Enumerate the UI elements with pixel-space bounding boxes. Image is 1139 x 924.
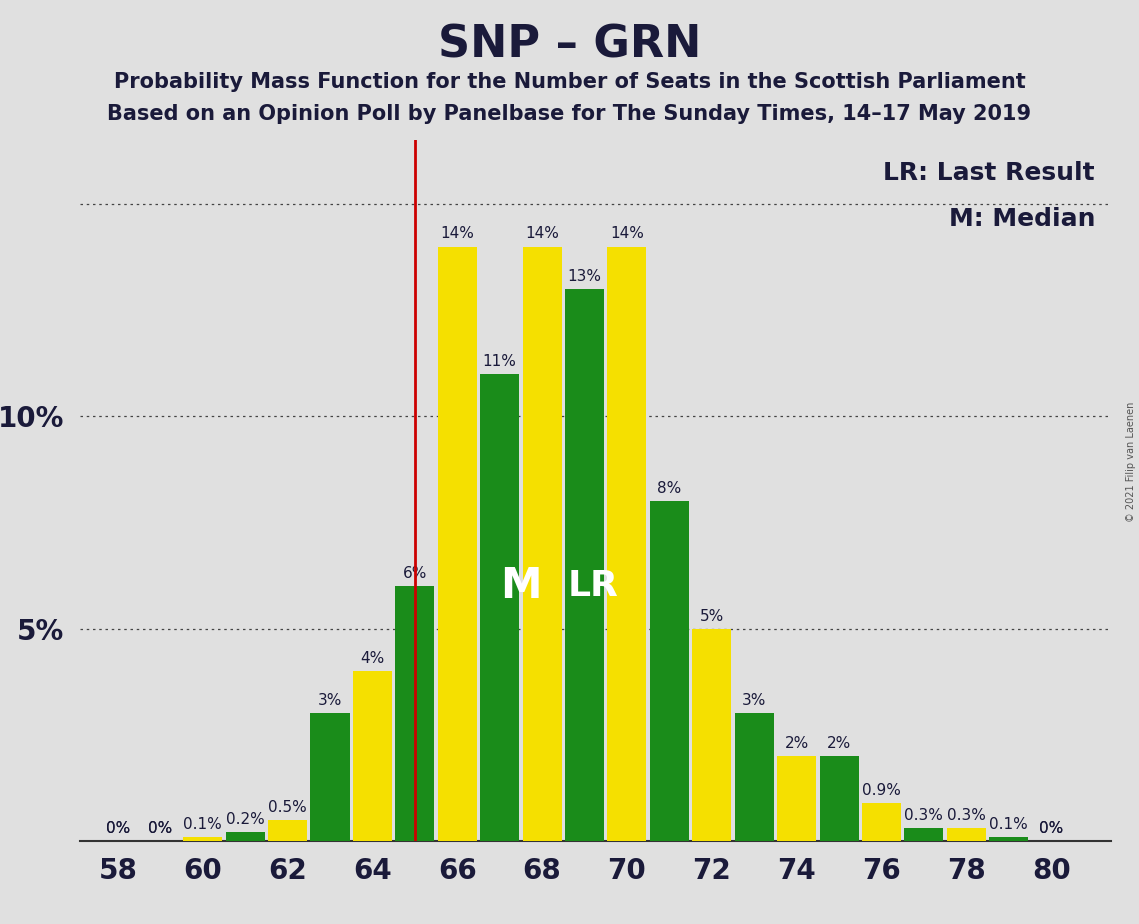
Bar	[862, 803, 901, 841]
Text: 0%: 0%	[106, 821, 130, 835]
Text: 0.3%: 0.3%	[947, 808, 985, 823]
Text: 0.9%: 0.9%	[862, 783, 901, 797]
Bar	[904, 828, 943, 841]
Text: 13%: 13%	[567, 269, 601, 284]
Bar	[437, 247, 477, 841]
Text: 0%: 0%	[1039, 821, 1064, 835]
Bar	[565, 289, 604, 841]
Bar	[183, 836, 222, 841]
Text: 14%: 14%	[611, 226, 644, 241]
Bar	[523, 247, 562, 841]
Bar	[311, 713, 350, 841]
Text: 2%: 2%	[827, 736, 851, 751]
Bar	[353, 671, 392, 841]
Bar	[481, 374, 519, 841]
Text: 11%: 11%	[483, 354, 517, 369]
Bar	[226, 833, 264, 841]
Bar	[650, 501, 689, 841]
Text: Probability Mass Function for the Number of Seats in the Scottish Parliament: Probability Mass Function for the Number…	[114, 72, 1025, 92]
Text: 5%: 5%	[699, 609, 724, 624]
Text: 0%: 0%	[1039, 821, 1064, 835]
Text: SNP – GRN: SNP – GRN	[437, 23, 702, 67]
Text: 0.2%: 0.2%	[226, 812, 264, 827]
Text: 0.3%: 0.3%	[904, 808, 943, 823]
Bar	[268, 820, 308, 841]
Bar	[395, 586, 434, 841]
Text: LR: LR	[567, 569, 618, 603]
Text: M: Median: M: Median	[949, 207, 1095, 231]
Text: 3%: 3%	[318, 693, 342, 709]
Bar	[820, 756, 859, 841]
Text: 0.1%: 0.1%	[990, 817, 1029, 832]
Text: 0%: 0%	[148, 821, 172, 835]
Text: LR: Last Result: LR: Last Result	[884, 162, 1095, 186]
Text: 4%: 4%	[360, 650, 385, 666]
Bar	[947, 828, 986, 841]
Bar	[735, 713, 773, 841]
Text: 0.5%: 0.5%	[268, 799, 308, 815]
Text: 2%: 2%	[785, 736, 809, 751]
Text: 14%: 14%	[441, 226, 474, 241]
Bar	[989, 836, 1029, 841]
Bar	[693, 628, 731, 841]
Text: 14%: 14%	[525, 226, 559, 241]
Text: 0%: 0%	[106, 821, 130, 835]
Text: 8%: 8%	[657, 481, 681, 496]
Text: 0%: 0%	[148, 821, 172, 835]
Text: Based on an Opinion Poll by Panelbase for The Sunday Times, 14–17 May 2019: Based on an Opinion Poll by Panelbase fo…	[107, 104, 1032, 125]
Bar	[607, 247, 647, 841]
Text: 0.1%: 0.1%	[183, 817, 222, 832]
Bar	[777, 756, 817, 841]
Text: 6%: 6%	[403, 566, 427, 581]
Text: M: M	[500, 565, 542, 607]
Text: © 2021 Filip van Laenen: © 2021 Filip van Laenen	[1126, 402, 1136, 522]
Text: 3%: 3%	[741, 693, 767, 709]
